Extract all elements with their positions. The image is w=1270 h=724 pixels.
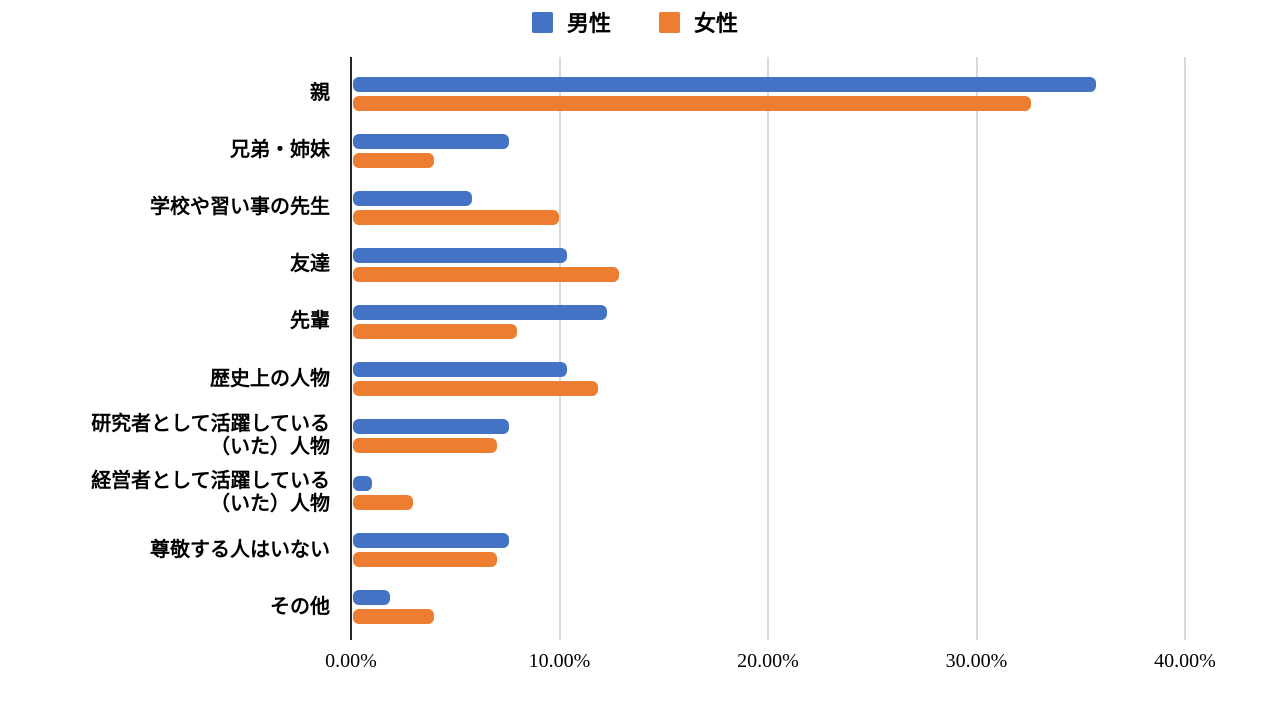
bar-female	[353, 495, 414, 511]
vertical-gridline	[1184, 57, 1186, 640]
category-label: 先輩	[0, 293, 341, 350]
bar-female	[353, 95, 1032, 111]
category-label-line: 兄弟・姉妹	[230, 139, 330, 162]
value-axis-labels: 0.00% 10.00% 20.00% 30.00% 40.00%	[325, 650, 1216, 682]
category-label-line: （いた）人物	[210, 493, 330, 516]
category-label-text: その他	[270, 596, 330, 619]
legend-label-male: 男性	[566, 11, 611, 36]
x-tick-label: 10.00%	[528, 650, 591, 672]
bar-group	[353, 179, 1185, 236]
category-label: 尊敬する人はいない	[0, 522, 341, 579]
category-label: 研究者として活躍している （いた）人物	[0, 408, 341, 465]
category-label-text: 尊敬する人はいない	[150, 539, 330, 562]
bar-female	[353, 152, 435, 168]
bar-male	[353, 533, 509, 549]
x-tick-label: 40.00%	[1154, 650, 1216, 672]
category-label-line: 先輩	[290, 310, 330, 333]
bar-female	[353, 381, 599, 397]
category-axis-labels: 親兄弟・姉妹 学校や習い事の先生 友達 先輩 歴史上の人物 研究者として活躍している （いた…	[0, 65, 341, 636]
category-label: 経営者として活躍している （いた）人物	[0, 465, 341, 522]
category-label: 親	[0, 65, 341, 122]
category-label: その他	[0, 579, 341, 636]
bar-male	[353, 76, 1096, 92]
category-label: 歴史上の人物	[0, 350, 341, 407]
category-label-text: 親	[310, 82, 330, 105]
bar-group	[353, 579, 1185, 636]
category-label-line: その他	[270, 595, 330, 618]
bar-female	[353, 438, 497, 454]
chart-legend: 男性 女性	[0, 6, 1270, 38]
bar-female	[353, 609, 435, 625]
bar-male	[353, 190, 472, 206]
category-label-text: 歴史上の人物	[210, 368, 330, 391]
x-tick-label: 0.00%	[325, 650, 377, 672]
bar-group	[353, 522, 1185, 579]
bar-group	[353, 465, 1185, 522]
bar-male	[353, 304, 607, 320]
legend-item-female: 女性	[659, 6, 738, 38]
bar-male	[353, 476, 372, 492]
category-label: 友達	[0, 236, 341, 293]
bar-male	[353, 419, 509, 435]
category-label-line: 学校や習い事の先生	[150, 196, 330, 219]
bar-group	[353, 236, 1185, 293]
x-tick-label: 20.00%	[737, 650, 799, 672]
bar-male	[353, 247, 568, 263]
category-label-line: 研究者として活躍している	[91, 413, 330, 436]
bar-group	[353, 408, 1185, 465]
legend-swatch-male	[531, 11, 553, 33]
category-label-line: 親	[310, 82, 330, 105]
plot-area	[350, 57, 1186, 640]
bar-group	[353, 65, 1185, 122]
category-label-text: 友達	[290, 253, 330, 276]
bar-female	[353, 209, 559, 225]
legend-item-male: 男性	[531, 6, 611, 38]
y-axis-line	[350, 57, 352, 640]
bar-female	[353, 552, 497, 568]
bar-male	[353, 362, 568, 378]
bar-female	[353, 323, 518, 339]
legend-swatch-female	[659, 11, 680, 33]
category-label-line: （いた）人物	[210, 436, 330, 459]
vertical-gridline	[767, 57, 769, 640]
category-label-line: 友達	[290, 253, 330, 276]
bar-female	[353, 266, 620, 282]
bar-rows	[353, 65, 1185, 636]
category-label-line: 尊敬する人はいない	[150, 538, 330, 561]
category-label-text: 先輩	[290, 310, 330, 333]
category-label-line: 歴史上の人物	[210, 367, 330, 390]
category-label-text: 研究者として活躍している （いた）人物	[91, 413, 330, 459]
vertical-gridline	[975, 57, 978, 640]
legend-label-female: 女性	[694, 11, 739, 36]
category-label-text: 学校や習い事の先生	[150, 196, 330, 219]
vertical-gridline	[558, 57, 561, 640]
bar-male	[353, 590, 391, 606]
category-label-text: 兄弟・姉妹	[230, 139, 330, 162]
x-tick-label: 30.00%	[945, 650, 1008, 672]
bar-group	[353, 350, 1185, 407]
category-label: 兄弟・姉妹	[0, 122, 341, 179]
bar-group	[353, 122, 1185, 179]
bar-group	[353, 293, 1185, 350]
category-label: 学校や習い事の先生	[0, 179, 341, 236]
category-label-line: 経営者として活躍している	[91, 470, 330, 493]
category-label-text: 経営者として活躍している （いた）人物	[91, 470, 330, 516]
bar-male	[353, 133, 509, 149]
